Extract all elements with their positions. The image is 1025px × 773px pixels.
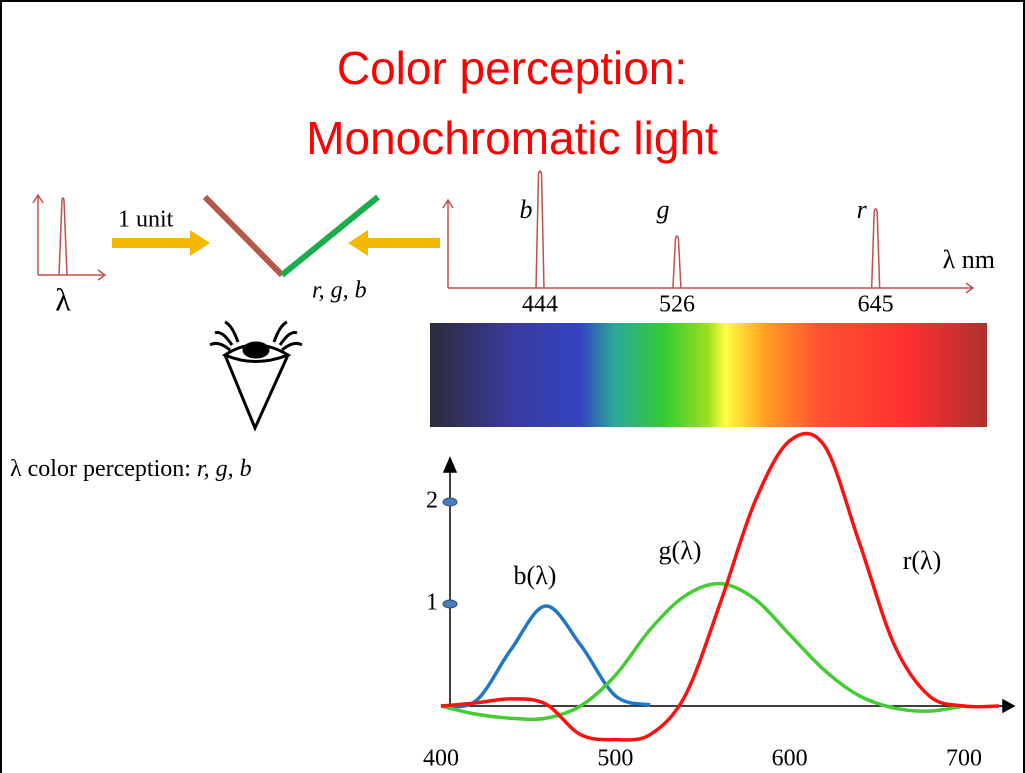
peak-name: b [520, 195, 533, 224]
series-label: g(λ) [659, 536, 702, 565]
spectrum-bar [430, 323, 987, 427]
receptor-output: r, g, b [312, 278, 367, 304]
spectrum-axis-label: λ nm [943, 245, 995, 274]
series-label: r(λ) [903, 546, 942, 575]
y-tick-label: 2 [426, 488, 438, 514]
title-line: Color perception: [337, 42, 687, 94]
y-tick [443, 600, 457, 608]
input-label: 1 unit [118, 207, 174, 233]
y-tick-label: 1 [426, 590, 438, 616]
peak-wavelength: 645 [858, 292, 894, 318]
input-symbol: λ [55, 281, 71, 317]
x-tick-label: 400 [423, 746, 459, 772]
peak-wavelength: 526 [659, 292, 695, 318]
x-tick-label: 700 [946, 746, 982, 772]
x-tick-label: 600 [772, 746, 808, 772]
peak-name: g [656, 195, 669, 224]
title-line: Monochromatic light [306, 112, 718, 164]
perception-note: λ color perception: r, g, b [10, 456, 252, 482]
peak-name: r [857, 195, 868, 224]
peak-wavelength: 444 [522, 292, 558, 318]
y-tick [443, 498, 457, 506]
slide: Color perception: Monochromatic light λ … [0, 0, 1025, 773]
series-label: b(λ) [514, 561, 557, 590]
perception-rgb: r, g, b [197, 456, 252, 482]
perception-text: λ color perception: [10, 456, 191, 482]
x-tick-label: 500 [597, 746, 633, 772]
